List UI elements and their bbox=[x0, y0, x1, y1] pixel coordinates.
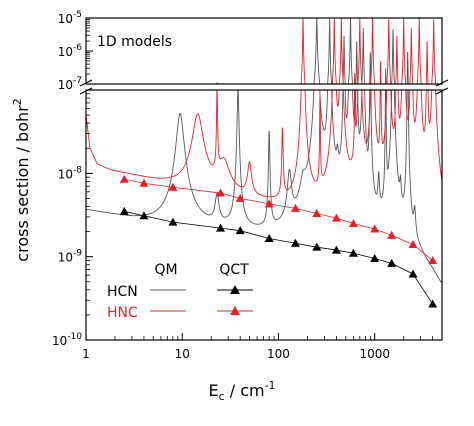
series-hnc-qct-point bbox=[168, 182, 178, 191]
series-hnc-qct-point bbox=[290, 203, 300, 212]
lower-panel-frame bbox=[85, 89, 443, 341]
series-hnc-qct-point bbox=[331, 213, 341, 222]
series-hcn-qct-point bbox=[331, 245, 341, 254]
legend-header-qm: QM bbox=[154, 262, 177, 278]
x-axis-title: Ec / cm-1 bbox=[208, 379, 275, 403]
series-hcn-qct-point bbox=[408, 269, 418, 278]
series-hcn-qct-point bbox=[348, 248, 358, 257]
legend: QM QCT HCN HNC bbox=[107, 262, 253, 321]
x-tick-label: 1000 bbox=[359, 347, 390, 361]
legend-hcn-qct-marker bbox=[230, 285, 240, 294]
axis-ticks: 1 10 100 1000 10-10 10-9 10-8 10-7 10-6 10-5 bbox=[52, 10, 443, 361]
y-tick-label: 10-7 bbox=[58, 76, 82, 92]
legend-label-hcn: HCN bbox=[107, 284, 138, 300]
series-hcn-qct-point bbox=[264, 234, 274, 243]
y-tick-label: 10-8 bbox=[58, 165, 83, 181]
series-hnc-qct-point bbox=[312, 208, 322, 217]
series-hnc-qct-point bbox=[428, 255, 438, 264]
x-tick-label: 1 bbox=[82, 347, 90, 361]
series-hcn-qct-point bbox=[370, 254, 380, 263]
y-tick-label: 10-9 bbox=[58, 249, 83, 265]
series-hcn-qct-line bbox=[124, 210, 434, 305]
series-hcn-qct-point bbox=[119, 206, 129, 215]
legend-header-qct: QCT bbox=[219, 262, 249, 278]
series-hcn-qct-point bbox=[216, 223, 226, 232]
series-hnc-qct-point bbox=[139, 178, 149, 187]
series-hnc-qct-point bbox=[348, 219, 358, 228]
series-hcn-qct-point bbox=[387, 258, 397, 267]
series-hcn-qct-point bbox=[312, 242, 322, 251]
y-axis-title: cross section / bohr2 bbox=[11, 98, 32, 261]
panel-label: 1D models bbox=[97, 34, 172, 50]
series-hnc-qct-point bbox=[216, 188, 226, 197]
series-hnc-qct-point bbox=[119, 174, 129, 183]
series-hnc-qct-point bbox=[408, 239, 418, 248]
series-hnc-qm-line-upper bbox=[216, 18, 437, 84]
series-hnc-qct-point bbox=[387, 230, 397, 239]
series-hnc-qm-line bbox=[86, 90, 442, 198]
series-hcn-qct-point bbox=[428, 299, 438, 308]
y-tick-label: 10-6 bbox=[58, 43, 83, 59]
series-hcn-qct-point bbox=[235, 226, 245, 235]
axis-break-marks bbox=[79, 79, 449, 95]
series-hnc-qct-point bbox=[264, 199, 274, 208]
upper-panel-series bbox=[216, 18, 437, 84]
series-hcn-qct-point bbox=[139, 211, 149, 220]
series-hnc-qct-line bbox=[124, 178, 433, 261]
x-tick-label: 10 bbox=[175, 347, 190, 361]
y-tick-label: 10-5 bbox=[58, 10, 82, 26]
series-hnc-qct-point bbox=[370, 224, 380, 233]
legend-label-hnc: HNC bbox=[107, 305, 138, 321]
legend-hnc-qct-marker bbox=[230, 306, 240, 315]
series-hcn-qct-point bbox=[168, 217, 178, 226]
x-tick-label: 100 bbox=[267, 347, 290, 361]
y-tick-label: 10-10 bbox=[52, 332, 82, 348]
series-hcn-qct-point bbox=[290, 238, 300, 247]
qct-markers bbox=[119, 174, 438, 308]
series-hnc-qct-point bbox=[235, 193, 245, 202]
